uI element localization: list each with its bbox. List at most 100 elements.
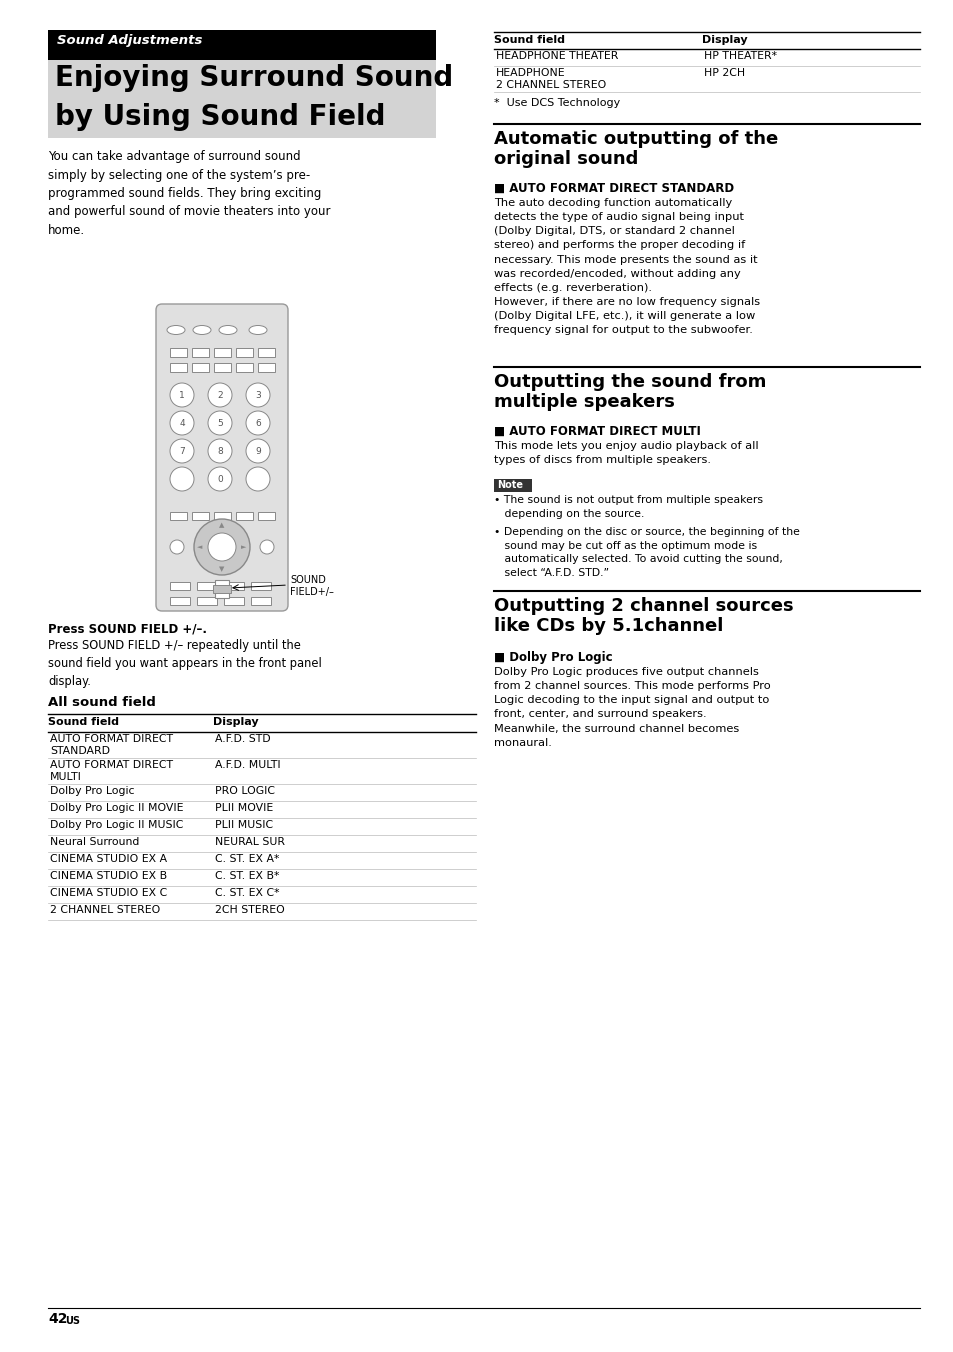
Text: AUTO FORMAT DIRECT: AUTO FORMAT DIRECT bbox=[50, 760, 172, 771]
Bar bbox=[170, 598, 190, 604]
Text: 8: 8 bbox=[217, 446, 223, 456]
Bar bbox=[196, 581, 216, 589]
Text: 42: 42 bbox=[48, 1311, 68, 1326]
Text: HP 2CH: HP 2CH bbox=[703, 68, 744, 78]
Bar bbox=[235, 512, 253, 521]
Circle shape bbox=[246, 439, 270, 462]
Text: C. ST. EX C*: C. ST. EX C* bbox=[214, 888, 279, 898]
Text: 4: 4 bbox=[179, 419, 185, 427]
Text: Outputting the sound from: Outputting the sound from bbox=[494, 373, 765, 391]
Circle shape bbox=[208, 411, 232, 435]
Text: 2: 2 bbox=[217, 391, 223, 399]
Text: CINEMA STUDIO EX C: CINEMA STUDIO EX C bbox=[50, 888, 167, 898]
Text: CINEMA STUDIO EX A: CINEMA STUDIO EX A bbox=[50, 854, 167, 864]
Bar bbox=[196, 598, 216, 604]
Text: MULTI: MULTI bbox=[50, 772, 82, 781]
Ellipse shape bbox=[219, 326, 236, 334]
Text: ▼: ▼ bbox=[219, 566, 225, 572]
Circle shape bbox=[246, 411, 270, 435]
Circle shape bbox=[170, 383, 193, 407]
Circle shape bbox=[170, 539, 184, 554]
Ellipse shape bbox=[167, 326, 185, 334]
Text: *  Use DCS Technology: * Use DCS Technology bbox=[494, 97, 619, 108]
Text: HEADPHONE THEATER: HEADPHONE THEATER bbox=[496, 51, 618, 61]
Text: by Using Sound Field: by Using Sound Field bbox=[55, 103, 385, 131]
FancyBboxPatch shape bbox=[156, 304, 288, 611]
Text: 6: 6 bbox=[254, 419, 260, 427]
Text: PRO LOGIC: PRO LOGIC bbox=[214, 786, 274, 796]
Text: Note: Note bbox=[497, 480, 522, 489]
Bar bbox=[213, 512, 231, 521]
Text: Automatic outputting of the: Automatic outputting of the bbox=[494, 130, 778, 147]
Text: NEURAL SUR: NEURAL SUR bbox=[214, 837, 285, 846]
Circle shape bbox=[208, 533, 235, 561]
Bar bbox=[192, 512, 209, 521]
Bar bbox=[251, 598, 271, 604]
Text: Display: Display bbox=[213, 717, 258, 727]
Text: Sound Adjustments: Sound Adjustments bbox=[57, 34, 202, 47]
Bar bbox=[48, 30, 436, 59]
Text: STANDARD: STANDARD bbox=[50, 746, 110, 756]
Circle shape bbox=[208, 439, 232, 462]
Ellipse shape bbox=[193, 326, 211, 334]
Text: 2 CHANNEL STEREO: 2 CHANNEL STEREO bbox=[496, 80, 605, 91]
Text: 5: 5 bbox=[217, 419, 223, 427]
Text: 9: 9 bbox=[254, 446, 260, 456]
Text: You can take advantage of surround sound
simply by selecting one of the system’s: You can take advantage of surround sound… bbox=[48, 150, 330, 237]
Bar bbox=[257, 362, 274, 372]
Text: PLII MUSIC: PLII MUSIC bbox=[214, 821, 273, 830]
Bar bbox=[213, 585, 231, 594]
Bar bbox=[213, 347, 231, 357]
Text: PLII MOVIE: PLII MOVIE bbox=[214, 803, 273, 813]
Text: Outputting 2 channel sources: Outputting 2 channel sources bbox=[494, 598, 793, 615]
Bar bbox=[257, 347, 274, 357]
Circle shape bbox=[246, 383, 270, 407]
Bar bbox=[235, 347, 253, 357]
Text: ■ AUTO FORMAT DIRECT MULTI: ■ AUTO FORMAT DIRECT MULTI bbox=[494, 425, 700, 438]
Bar bbox=[257, 512, 274, 521]
Text: Dolby Pro Logic II MOVIE: Dolby Pro Logic II MOVIE bbox=[50, 803, 183, 813]
Text: 7: 7 bbox=[179, 446, 185, 456]
Text: Dolby Pro Logic: Dolby Pro Logic bbox=[50, 786, 134, 796]
Bar bbox=[213, 362, 231, 372]
Bar bbox=[192, 347, 209, 357]
Bar bbox=[170, 362, 187, 372]
Text: original sound: original sound bbox=[494, 150, 638, 168]
Text: Sound field: Sound field bbox=[48, 717, 119, 727]
Text: SOUND
FIELD+/–: SOUND FIELD+/– bbox=[290, 575, 334, 598]
Text: HEADPHONE: HEADPHONE bbox=[496, 68, 565, 78]
Text: 2CH STEREO: 2CH STEREO bbox=[214, 904, 284, 915]
Text: All sound field: All sound field bbox=[48, 696, 155, 708]
Text: Display: Display bbox=[701, 35, 747, 45]
Circle shape bbox=[170, 466, 193, 491]
Text: 0: 0 bbox=[217, 475, 223, 484]
Text: HP THEATER*: HP THEATER* bbox=[703, 51, 776, 61]
Text: Dolby Pro Logic produces five output channels
from 2 channel sources. This mode : Dolby Pro Logic produces five output cha… bbox=[494, 667, 770, 748]
Text: C. ST. EX A*: C. ST. EX A* bbox=[214, 854, 279, 864]
Circle shape bbox=[208, 383, 232, 407]
Bar bbox=[235, 362, 253, 372]
Circle shape bbox=[193, 519, 250, 575]
Text: like CDs by 5.1channel: like CDs by 5.1channel bbox=[494, 617, 722, 635]
Bar bbox=[224, 581, 244, 589]
Bar bbox=[170, 512, 187, 521]
Bar bbox=[170, 581, 190, 589]
Text: • Depending on the disc or source, the beginning of the
   sound may be cut off : • Depending on the disc or source, the b… bbox=[494, 527, 799, 577]
Text: A.F.D. STD: A.F.D. STD bbox=[214, 734, 271, 744]
Text: A.F.D. MULTI: A.F.D. MULTI bbox=[214, 760, 280, 771]
Text: • The sound is not output from multiple speakers
   depending on the source.: • The sound is not output from multiple … bbox=[494, 495, 762, 519]
Circle shape bbox=[208, 466, 232, 491]
Text: Press SOUND FIELD +/– repeatedly until the
sound field you want appears in the f: Press SOUND FIELD +/– repeatedly until t… bbox=[48, 639, 321, 688]
Text: 2 CHANNEL STEREO: 2 CHANNEL STEREO bbox=[50, 904, 160, 915]
Text: 1: 1 bbox=[179, 391, 185, 399]
Text: ◄: ◄ bbox=[197, 544, 202, 550]
Text: Sound field: Sound field bbox=[494, 35, 564, 45]
Text: The auto decoding function automatically
detects the type of audio signal being : The auto decoding function automatically… bbox=[494, 197, 760, 335]
Text: ▲: ▲ bbox=[219, 522, 225, 529]
Text: ■ AUTO FORMAT DIRECT STANDARD: ■ AUTO FORMAT DIRECT STANDARD bbox=[494, 183, 734, 195]
Text: ►: ► bbox=[241, 544, 247, 550]
Text: Dolby Pro Logic II MUSIC: Dolby Pro Logic II MUSIC bbox=[50, 821, 183, 830]
Bar bbox=[224, 598, 244, 604]
Text: 3: 3 bbox=[254, 391, 260, 399]
Circle shape bbox=[246, 466, 270, 491]
